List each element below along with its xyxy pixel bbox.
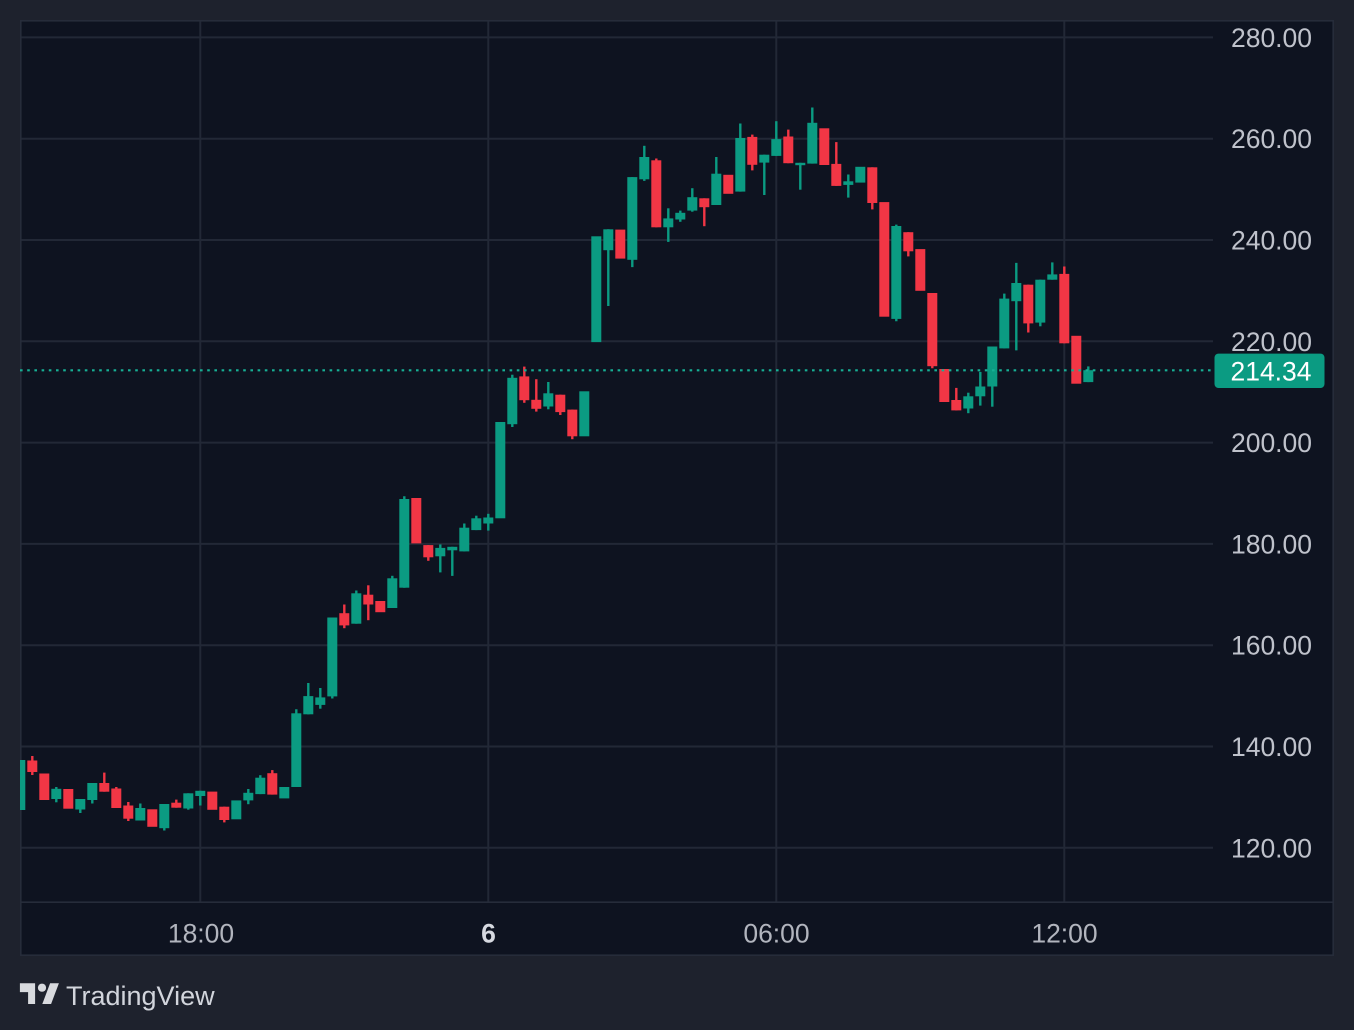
svg-text:260.00: 260.00 <box>1231 124 1312 154</box>
svg-text:140.00: 140.00 <box>1231 732 1312 762</box>
svg-text:18:00: 18:00 <box>168 919 234 949</box>
svg-text:240.00: 240.00 <box>1231 226 1312 256</box>
svg-text:280.00: 280.00 <box>1231 23 1312 53</box>
svg-text:160.00: 160.00 <box>1231 631 1312 661</box>
svg-text:12:00: 12:00 <box>1031 919 1097 949</box>
svg-text:6: 6 <box>481 919 496 949</box>
svg-text:06:00: 06:00 <box>743 919 809 949</box>
svg-text:TradingView: TradingView <box>66 981 215 1011</box>
svg-text:220.00: 220.00 <box>1231 327 1312 357</box>
svg-text:180.00: 180.00 <box>1231 529 1312 559</box>
svg-text:214.34: 214.34 <box>1230 357 1311 387</box>
svg-text:200.00: 200.00 <box>1231 428 1312 458</box>
svg-text:120.00: 120.00 <box>1231 833 1312 863</box>
